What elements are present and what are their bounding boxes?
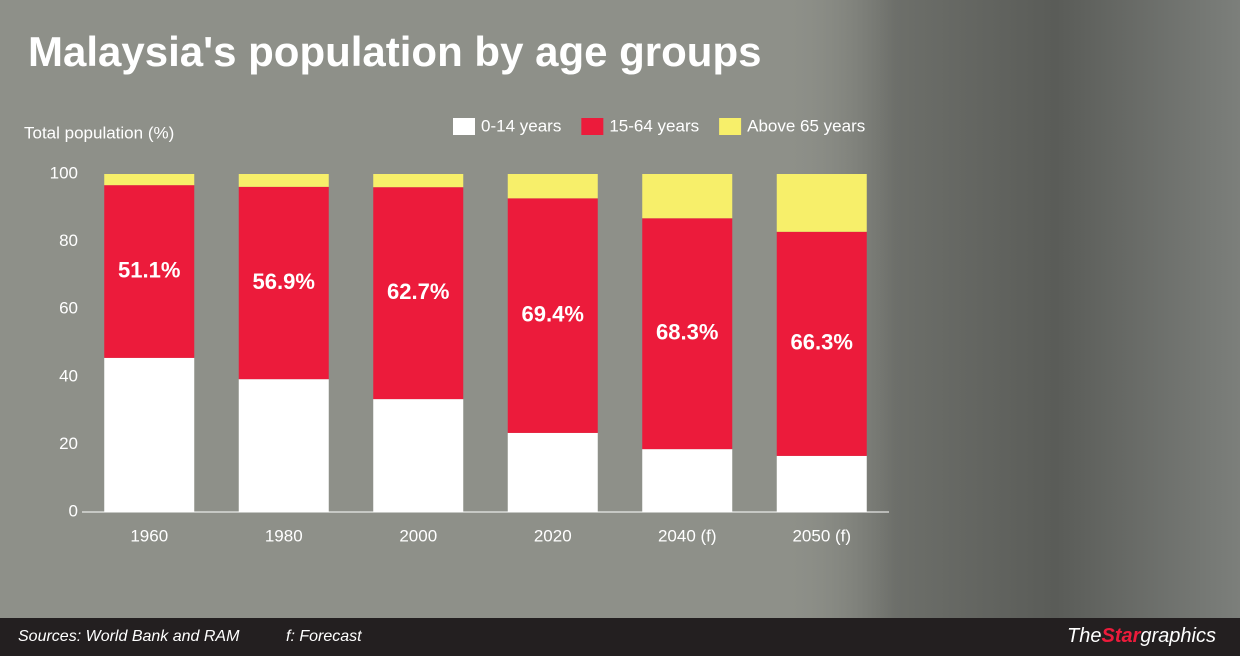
chart-title: Malaysia's population by age groups [28, 28, 761, 75]
value-label: 68.3% [656, 320, 718, 345]
bar-segment [238, 186, 329, 380]
logo-the: The [1067, 625, 1101, 647]
logo-graphics: graphics [1140, 625, 1216, 647]
legend-label: Above 65 years [747, 116, 865, 135]
x-tick-label: 2020 [534, 526, 572, 545]
value-label: 56.9% [253, 269, 315, 294]
bar-segment [104, 357, 195, 512]
y-tick-label: 80 [59, 231, 78, 250]
x-tick-label: 2040 (f) [658, 526, 717, 545]
value-label: 62.7% [387, 279, 449, 304]
y-tick-label: 100 [50, 163, 78, 182]
legend-swatch [581, 118, 604, 135]
y-tick-label: 20 [59, 434, 78, 453]
footer-note: f: Forecast [286, 628, 362, 645]
bar-segment [776, 231, 867, 456]
legend-swatch [719, 118, 742, 135]
bar-segment [642, 218, 733, 450]
footer-sources: Sources: World Bank and RAM [18, 628, 240, 645]
y-tick-label: 0 [69, 501, 78, 520]
bar-segment [776, 455, 867, 512]
bar-segment [238, 174, 329, 187]
bar-segment [642, 449, 733, 512]
x-tick-label: 2050 (f) [792, 526, 851, 545]
legend-swatch [453, 118, 475, 135]
legend-label: 15-64 years [609, 116, 699, 135]
y-tick-label: 40 [59, 366, 78, 385]
footer-bar [0, 618, 1240, 656]
legend-label: 0-14 years [481, 116, 561, 135]
bar-segment [507, 198, 598, 433]
y-axis-label: Total population (%) [24, 123, 174, 142]
bar-segment [642, 174, 733, 219]
x-tick-label: 1980 [265, 526, 303, 545]
bar-segment [373, 174, 464, 188]
bar-segment [104, 185, 195, 358]
logo-star: Star [1101, 625, 1141, 647]
bar-segment [507, 174, 598, 199]
bar-segment [373, 399, 464, 512]
x-tick-label: 2000 [399, 526, 437, 545]
bar-segment [238, 379, 329, 512]
bar-segment [373, 187, 464, 400]
y-tick-label: 60 [59, 299, 78, 318]
bar-segment [507, 432, 598, 512]
bar-segment [776, 174, 867, 232]
value-label: 69.4% [522, 301, 584, 326]
bar-segment [104, 174, 195, 186]
logo: TheStargraphics [1067, 625, 1216, 647]
x-tick-label: 1960 [130, 526, 168, 545]
value-label: 66.3% [791, 330, 853, 355]
value-label: 51.1% [118, 257, 180, 282]
